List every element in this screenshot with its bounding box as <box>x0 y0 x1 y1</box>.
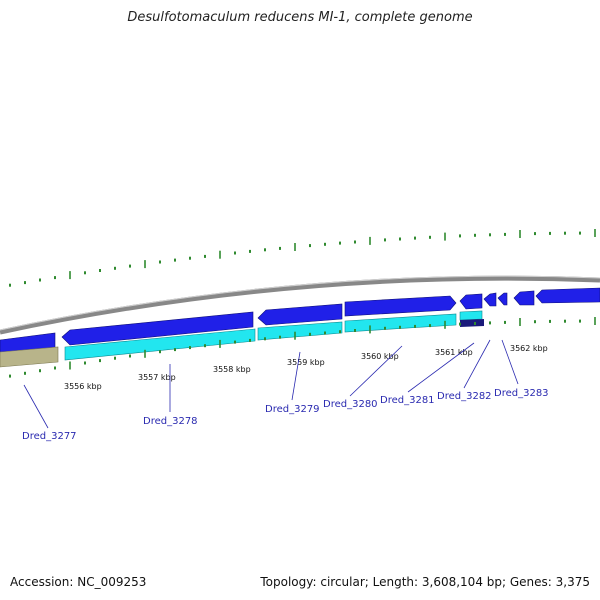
leader-3282 <box>463 339 491 389</box>
cds-band <box>0 310 484 368</box>
page-title: Desulfotomaculum reducens MI-1, complete… <box>127 10 473 25</box>
gene-label-3282[interactable]: Dred_3282 <box>437 391 492 402</box>
topology-text: Topology: circular; Length: 3,608,104 bp… <box>260 575 590 589</box>
gene-arrow-3282b[interactable] <box>497 292 508 306</box>
cds-segment-3[interactable] <box>344 313 457 333</box>
gene-arrow-3280[interactable] <box>344 295 457 317</box>
gene-label-3277[interactable]: Dred_3277 <box>22 431 77 442</box>
leader-3277 <box>23 384 49 429</box>
leader-3281 <box>407 342 475 393</box>
gene-labels: Dred_3277 Dred_3278 Dred_3279 Dred_3280 … <box>22 388 549 442</box>
kbp-label-3557: 3557 kbp <box>138 373 176 382</box>
genome-backbone <box>0 275 600 335</box>
kbp-label-3562: 3562 kbp <box>510 344 548 353</box>
gene-label-3278[interactable]: Dred_3278 <box>143 416 198 427</box>
gene-arrow-3282[interactable] <box>483 292 497 307</box>
rna-feature[interactable] <box>0 346 59 368</box>
leader-lines <box>23 339 519 429</box>
accession-text: Accession: NC_009253 <box>10 575 147 589</box>
cds-segment-1[interactable] <box>64 328 256 361</box>
gene-arrow-3278[interactable] <box>61 311 254 346</box>
kbp-label-3556: 3556 kbp <box>64 382 102 391</box>
dark-gene-marker[interactable] <box>460 319 484 327</box>
gene-label-3279[interactable]: Dred_3279 <box>265 404 320 415</box>
leader-3280 <box>349 345 403 397</box>
gene-arrow-3283[interactable] <box>513 290 535 306</box>
leader-3283 <box>501 339 519 385</box>
upper-tick-row <box>9 229 596 287</box>
kbp-label-3559: 3559 kbp <box>287 358 325 367</box>
leader-3279 <box>291 351 301 401</box>
forward-strand-genes <box>0 287 600 356</box>
kbp-label-3561: 3561 kbp <box>435 348 473 357</box>
kbp-labels: 3556 kbp 3557 kbp 3558 kbp 3559 kbp 3560… <box>64 344 548 391</box>
gene-arrow-3279[interactable] <box>257 303 343 326</box>
backbone-highlight <box>0 275 600 331</box>
lower-tick-row <box>9 317 596 378</box>
kbp-label-3558: 3558 kbp <box>213 365 251 374</box>
gene-label-3281[interactable]: Dred_3281 <box>380 395 435 406</box>
gene-arrow-3284[interactable] <box>535 287 600 304</box>
kbp-label-3560: 3560 kbp <box>361 352 399 361</box>
cds-segment-4[interactable] <box>459 310 483 321</box>
gene-label-3280[interactable]: Dred_3280 <box>323 399 378 410</box>
cds-segment-2[interactable] <box>257 321 343 341</box>
gene-arrow-3281[interactable] <box>459 293 483 310</box>
gene-label-3283[interactable]: Dred_3283 <box>494 388 549 399</box>
